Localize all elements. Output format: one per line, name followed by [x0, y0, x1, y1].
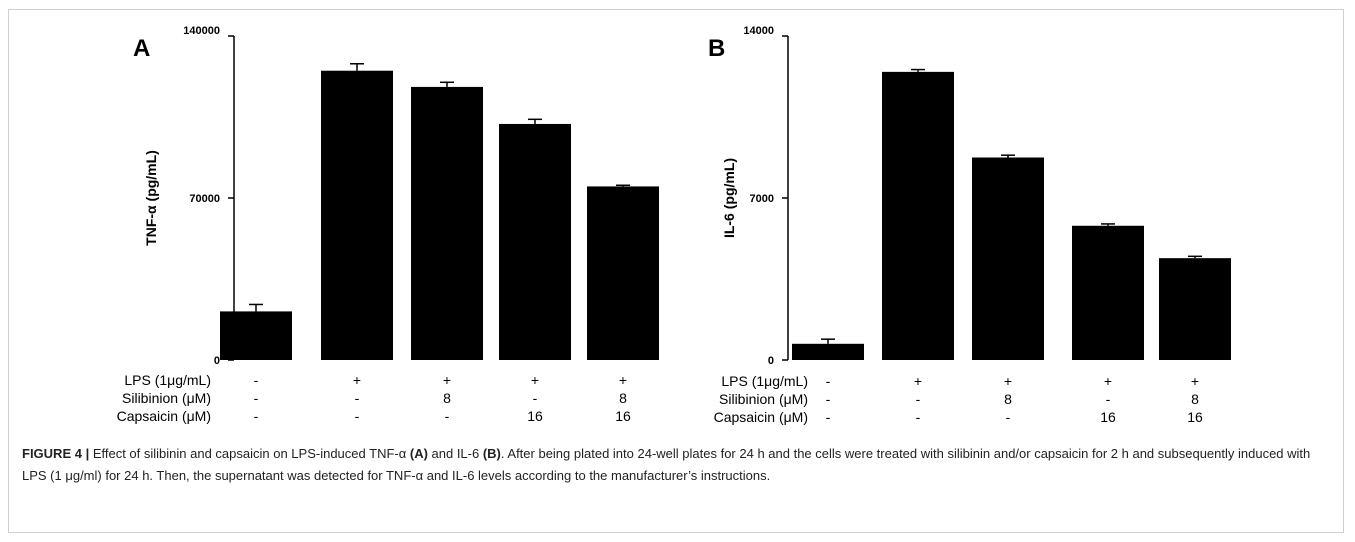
- bar: [321, 70, 393, 360]
- caption-ref-b: (B): [482, 446, 501, 461]
- condition-cell: -: [826, 391, 831, 407]
- condition-row-label: Silibinion (μM): [719, 391, 808, 407]
- condition-cell: +: [443, 372, 451, 388]
- caption-text-2: and IL-6: [427, 446, 483, 461]
- condition-cell: 8: [619, 390, 627, 406]
- caption-figure-label: FIGURE 4 |: [22, 446, 90, 461]
- condition-cell: 16: [615, 408, 631, 424]
- y-tick-label: 0: [768, 355, 774, 367]
- chart-panel-b: B 0 7000 14000 IL-6 (pg/mL) LPS (1μg/mL) - + + + +…: [708, 25, 1231, 425]
- bar: [1159, 258, 1231, 360]
- condition-cell: 16: [527, 408, 543, 424]
- condition-cell: +: [353, 372, 361, 388]
- condition-cell: -: [1106, 391, 1111, 407]
- bar: [972, 157, 1044, 360]
- condition-cell: -: [1006, 409, 1011, 425]
- condition-cell: 8: [1004, 391, 1012, 407]
- figure-caption: FIGURE 4 | Effect of silibinin and capsa…: [22, 443, 1334, 487]
- condition-cell: +: [914, 373, 922, 389]
- condition-cell: +: [1191, 373, 1199, 389]
- condition-cell: -: [254, 408, 259, 424]
- y-axis-label: IL-6 (pg/mL): [721, 158, 737, 238]
- condition-row-label: Silibinion (μM): [122, 390, 211, 406]
- condition-cell: -: [355, 390, 360, 406]
- caption-text-1: Effect of silibinin and capsaicin on LPS…: [89, 446, 410, 461]
- panel-label: A: [133, 35, 150, 62]
- caption-ref-a: (A): [409, 446, 428, 461]
- condition-row-label: Capsaicin (μM): [117, 408, 211, 424]
- y-tick-label: 7000: [750, 193, 774, 205]
- chart-panel-a: A 0 70000 140000 TNF-α (pg/mL) LPS (1μg/mL) - +…: [117, 25, 659, 424]
- condition-row-label: Capsaicin (μM): [714, 409, 808, 425]
- condition-cell: -: [355, 408, 360, 424]
- condition-cell: -: [826, 409, 831, 425]
- condition-cell: +: [531, 372, 539, 388]
- bar: [792, 343, 864, 360]
- condition-cell: -: [254, 390, 259, 406]
- bar: [1072, 225, 1144, 360]
- figure-frame: [8, 9, 1344, 533]
- condition-cell: 16: [1187, 409, 1203, 425]
- y-tick-label: 70000: [189, 193, 220, 205]
- y-tick-label: 14000: [743, 25, 774, 37]
- condition-cell: 16: [1100, 409, 1116, 425]
- condition-cell: +: [619, 372, 627, 388]
- y-axis-label: TNF-α (pg/mL): [143, 150, 159, 246]
- condition-cell: +: [1004, 373, 1012, 389]
- y-tick-label: 140000: [183, 25, 220, 37]
- bar: [882, 71, 954, 360]
- bar: [499, 123, 571, 360]
- condition-cell: 8: [1191, 391, 1199, 407]
- condition-cell: 8: [443, 390, 451, 406]
- panel-label: B: [708, 35, 725, 62]
- condition-row-label: LPS (1μg/mL): [721, 373, 808, 389]
- bar: [587, 186, 659, 360]
- condition-cell: -: [254, 372, 259, 388]
- condition-cell: -: [826, 373, 831, 389]
- condition-cell: +: [1104, 373, 1112, 389]
- y-tick-label: 0: [214, 355, 220, 367]
- condition-cell: -: [916, 409, 921, 425]
- condition-cell: -: [916, 391, 921, 407]
- condition-cell: -: [533, 390, 538, 406]
- condition-cell: -: [445, 408, 450, 424]
- condition-row-label: LPS (1μg/mL): [124, 372, 211, 388]
- bar: [220, 311, 292, 360]
- caption-text-3: . After being plated into 24-well plates…: [22, 446, 1311, 483]
- bar: [411, 86, 483, 361]
